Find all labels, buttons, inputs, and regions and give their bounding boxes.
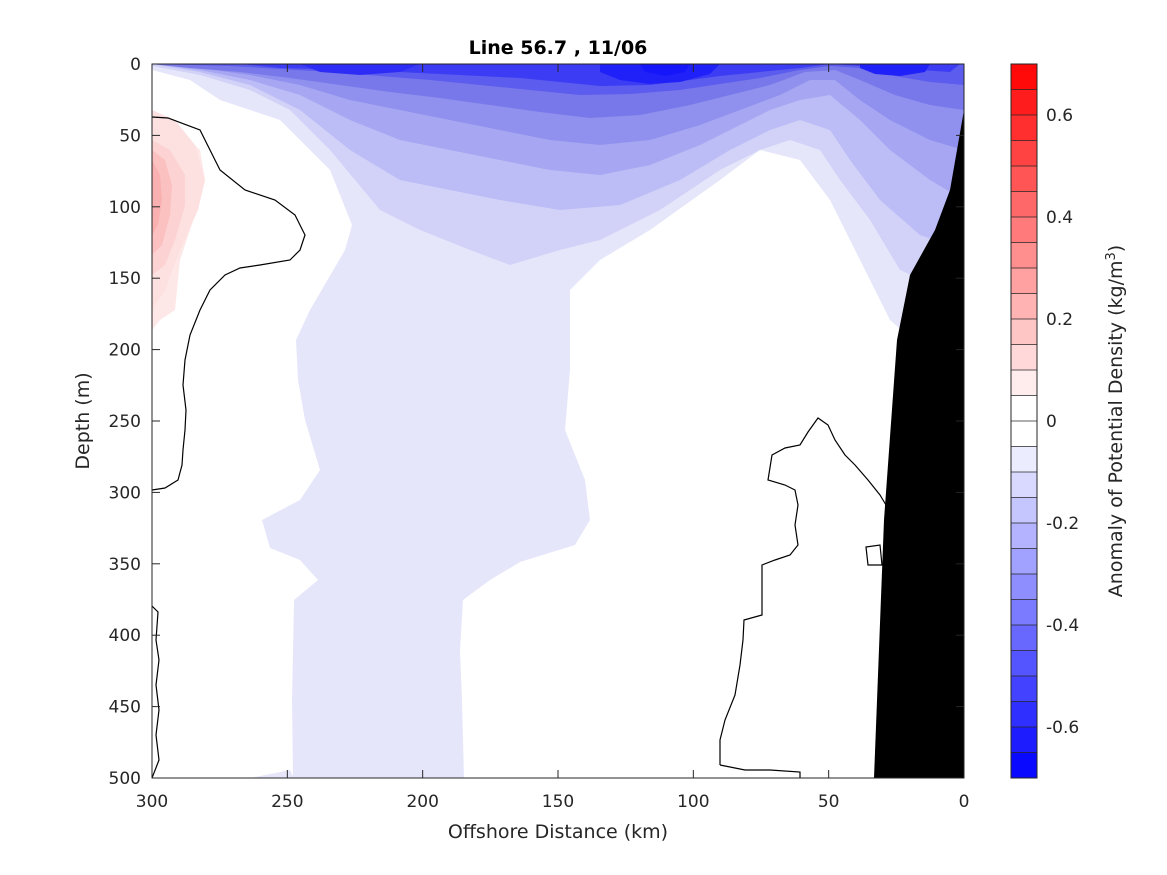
y-tick-label: 0	[130, 55, 141, 75]
y-tick-label: 100	[109, 198, 141, 218]
y-axis-label: Depth (m)	[72, 372, 94, 469]
zero-contour-left-upper	[152, 116, 306, 491]
colorbar-level	[1011, 676, 1037, 702]
y-tick-label: 450	[109, 698, 141, 718]
contour-fills	[152, 64, 964, 778]
colorbar-tick-label: 0.4	[1046, 208, 1073, 228]
zero-contour-lines	[152, 116, 887, 778]
y-tick-label: 250	[109, 412, 141, 432]
chart-title: Line 56.7 , 11/06	[469, 37, 648, 59]
colorbar-level	[1011, 752, 1037, 779]
y-tick-label: 200	[109, 341, 141, 361]
colorbar-ticks: -0.6 -0.4 -0.2 0 0.2 0.4 0.6	[1046, 106, 1079, 738]
colorbar-level	[1011, 268, 1037, 294]
colorbar-tick-label: 0.2	[1046, 310, 1073, 330]
colorbar-level	[1011, 523, 1037, 549]
y-tick-label: 300	[109, 483, 141, 503]
x-tick-label: 0	[959, 792, 970, 812]
colorbar-level	[1011, 89, 1037, 116]
colorbar-level	[1011, 217, 1037, 243]
colorbar-level	[1011, 319, 1037, 345]
contour-band-blue-9	[640, 64, 690, 76]
bathymetry-fill	[874, 110, 964, 778]
colorbar-level	[1011, 242, 1037, 269]
colorbar-level	[1011, 166, 1037, 192]
colorbar-level	[1011, 395, 1037, 422]
colorbar	[1010, 63, 1038, 779]
colorbar-level	[1011, 701, 1037, 728]
contour-band-blue-10	[300, 64, 420, 75]
y-tick-label: 150	[109, 269, 141, 289]
colorbar-tick-label: 0	[1046, 412, 1057, 432]
zero-contour-right	[719, 417, 887, 778]
colorbar-label-close: )	[1105, 245, 1127, 252]
colorbar-level	[1011, 191, 1037, 218]
colorbar-level	[1011, 293, 1037, 320]
colorbar-level	[1011, 625, 1037, 651]
colorbar-level	[1011, 599, 1037, 626]
y-tick-label: 350	[109, 555, 141, 575]
colorbar-level	[1011, 115, 1037, 141]
x-axis-label: Offshore Distance (km)	[448, 821, 668, 843]
colorbar-tick-label: -0.4	[1046, 616, 1079, 636]
colorbar-level	[1011, 727, 1037, 753]
colorbar-level	[1011, 421, 1037, 447]
colorbar-label: Anomaly of Potential Density (kg/m3)	[1104, 245, 1127, 597]
x-tick-label: 300	[136, 792, 168, 812]
colorbar-level	[1011, 64, 1037, 90]
colorbar-level	[1011, 574, 1037, 600]
contour-band-blue-11	[860, 64, 930, 76]
x-axis-ticks: 300 250 200 150 100 50 0	[136, 64, 970, 812]
colorbar-level	[1011, 548, 1037, 575]
colorbar-label-sup: 3	[1104, 252, 1119, 260]
y-tick-label: 400	[109, 626, 141, 646]
colorbar-level	[1011, 472, 1037, 498]
colorbar-level	[1011, 370, 1037, 396]
contour-band-light-blue	[152, 64, 964, 778]
colorbar-label-main: Anomaly of Potential Density (kg/m	[1105, 261, 1127, 598]
y-tick-label: 500	[109, 769, 141, 789]
x-tick-label: 100	[677, 792, 709, 812]
x-tick-label: 250	[271, 792, 303, 812]
x-tick-label: 200	[406, 792, 438, 812]
colorbar-tick-label: 0.6	[1046, 106, 1073, 126]
colorbar-level	[1011, 446, 1037, 473]
y-axis-ticks: 0 50 100 150 200 250 300 350 400 450 500	[109, 55, 964, 789]
y-tick-label: 50	[119, 126, 141, 146]
x-tick-label: 50	[818, 792, 840, 812]
colorbar-tick-label: -0.2	[1046, 514, 1079, 534]
colorbar-level	[1011, 344, 1037, 371]
colorbar-level	[1011, 140, 1037, 167]
contour-band-blue-7	[240, 64, 960, 86]
colorbar-level	[1011, 497, 1037, 524]
contour-band-pink-5	[152, 160, 162, 235]
colorbar-level	[1011, 650, 1037, 677]
x-tick-label: 150	[542, 792, 574, 812]
zero-contour-left-lower	[152, 605, 160, 778]
zero-contour-right-small	[865, 544, 883, 566]
colorbar-tick-label: -0.6	[1046, 718, 1079, 738]
colorbar-frame	[1010, 63, 1038, 779]
contour-band-light-blue-bottom	[250, 770, 294, 778]
